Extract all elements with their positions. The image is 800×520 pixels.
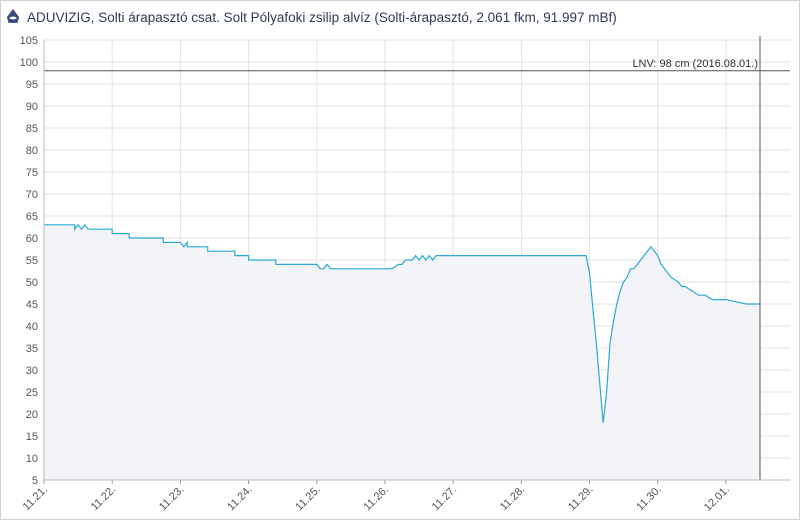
y-tick-label: 85 bbox=[26, 123, 38, 135]
area-fill bbox=[44, 224, 760, 480]
y-tick-label: 5 bbox=[32, 475, 38, 487]
y-tick-label: 15 bbox=[26, 431, 38, 443]
y-tick-label: 65 bbox=[26, 211, 38, 223]
x-tick-label: 11.27. bbox=[430, 484, 460, 514]
water-drop-logo-icon bbox=[7, 9, 19, 23]
y-tick-label: 70 bbox=[26, 189, 38, 201]
x-tick-label: 11.25. bbox=[293, 484, 323, 514]
y-tick-label: 25 bbox=[26, 387, 38, 399]
chart-header: ADUVIZIG, Solti árapasztó csat. Solt Pól… bbox=[4, 6, 617, 28]
x-tick-label: 11.22. bbox=[89, 484, 119, 514]
x-tick-label: 11.21. bbox=[21, 484, 51, 514]
axes bbox=[43, 40, 790, 484]
x-tick-label: 11.24. bbox=[225, 484, 255, 514]
x-tick-label: 11.30. bbox=[634, 484, 664, 514]
y-tick-label: 40 bbox=[26, 321, 38, 333]
y-tick-label: 35 bbox=[26, 343, 38, 355]
chart-title: ADUVIZIG, Solti árapasztó csat. Solt Pól… bbox=[27, 9, 617, 25]
y-tick-label: 95 bbox=[26, 79, 38, 91]
x-tick-label: 11.26. bbox=[362, 484, 392, 514]
y-tick-label: 80 bbox=[26, 145, 38, 157]
y-tick-label: 60 bbox=[26, 233, 38, 245]
series-line-path bbox=[44, 223, 760, 423]
y-tick-label: 75 bbox=[26, 167, 38, 179]
y-tick-label: 30 bbox=[26, 365, 38, 377]
series-line bbox=[44, 223, 760, 423]
y-tick-label: 90 bbox=[26, 101, 38, 113]
x-tick-label: 12.01. bbox=[702, 484, 732, 514]
y-tick-label: 45 bbox=[26, 299, 38, 311]
y-tick-label: 55 bbox=[26, 255, 38, 267]
threshold-lines: LNV: 98 cm (2016.08.01.) bbox=[44, 36, 790, 480]
y-tick-label: 100 bbox=[20, 57, 38, 69]
x-tick-label: 11.28. bbox=[498, 484, 528, 514]
y-tick-label: 50 bbox=[26, 277, 38, 289]
x-tick-label: 11.23. bbox=[157, 484, 187, 514]
y-tick-label: 20 bbox=[26, 409, 38, 421]
y-tick-label: 10 bbox=[26, 453, 38, 465]
threshold-label: LNV: 98 cm (2016.08.01.) bbox=[632, 58, 758, 70]
y-tick-label: 105 bbox=[20, 35, 38, 47]
series-area bbox=[44, 224, 760, 480]
x-tick-label: 11.29. bbox=[566, 484, 596, 514]
